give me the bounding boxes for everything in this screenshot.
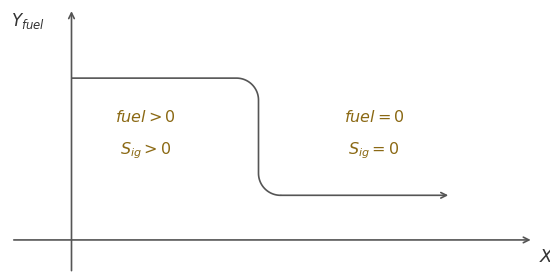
Text: $X$: $X$ (539, 248, 550, 266)
Text: $S_{ig} = 0$: $S_{ig} = 0$ (348, 140, 400, 161)
Text: $S_{ig} > 0$: $S_{ig} > 0$ (120, 140, 172, 161)
Text: $Y_{fuel}$: $Y_{fuel}$ (10, 11, 45, 31)
Text: $fuel = 0$: $fuel = 0$ (344, 109, 404, 125)
Text: $fuel > 0$: $fuel > 0$ (116, 109, 176, 125)
